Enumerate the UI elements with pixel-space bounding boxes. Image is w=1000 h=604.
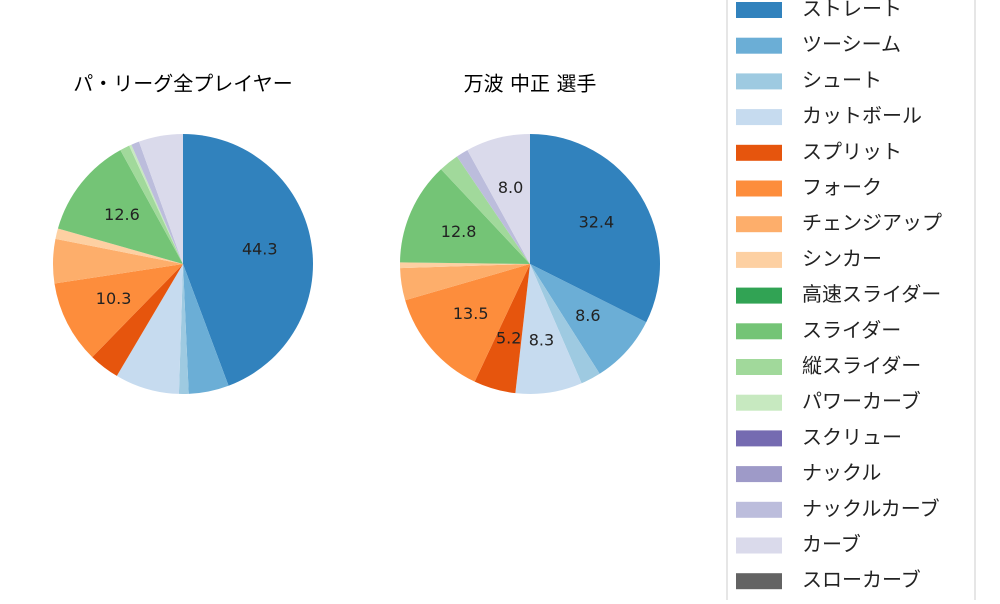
legend-label: シンカー [802,246,882,270]
legend-swatch [736,359,782,375]
pie-slice [54,264,183,358]
pie-slice [530,264,647,374]
legend-label: ストレート [802,0,902,21]
pie-slice [530,134,660,323]
legend-swatch [736,144,782,161]
pie-slice [178,264,189,394]
value-label: 13.5 [453,304,489,323]
value-label: 8.6 [575,306,600,325]
legend-label: フォーク [802,175,882,199]
legend-swatch [736,466,782,483]
legend-label: ツーシーム [802,32,901,56]
pie-slice [467,134,530,264]
legend-swatch [736,537,782,554]
value-label: 8.3 [529,331,554,350]
pie-slice [400,264,530,301]
pie-slice [57,150,183,264]
pie-slice [515,264,582,394]
value-label: 44.3 [242,240,278,259]
pie-slice [55,228,183,264]
legend-swatch [736,394,782,411]
pie-slice [441,156,530,264]
legend-label: シュート [802,68,882,92]
pie-slice [53,238,184,284]
legend-label: チェンジアップ [802,211,942,235]
legend-swatch [736,37,782,54]
legend-label: スライダー [802,318,901,342]
legend-label: スプリット [802,139,902,163]
value-label: 8.0 [498,178,523,197]
pie-slice [405,264,530,382]
legend-swatch [736,501,782,518]
legend-box [726,0,976,604]
pie-slice [183,264,229,394]
pie-slice [456,150,530,264]
pie-slice [474,264,530,394]
value-label: 32.4 [579,213,615,232]
value-label: 12.6 [104,205,140,224]
pie-slice [400,262,530,269]
pie-slice [129,144,183,264]
legend-swatch [736,109,782,126]
legend-label: カーブ [802,532,861,556]
legend-label: ナックル [802,461,881,485]
value-label: 5.2 [496,329,521,348]
legend-label: パワーカーブ [802,389,921,413]
legend-label: スクリュー [802,425,902,449]
value-label: 10.3 [96,289,132,308]
legend-swatch [736,287,782,304]
chart-title: パ・リーグ全プレイヤー [73,72,292,96]
legend-swatch [736,216,782,233]
legend-swatch [736,251,782,268]
pie-slice [530,264,600,384]
pie-slice [183,134,314,386]
legend-swatch [736,430,782,447]
pie-slice [400,169,530,264]
legend-swatch [736,323,782,340]
pie-slice [92,264,183,376]
legend-swatch [736,2,782,18]
legend-label: 高速スライダー [802,282,941,306]
pie-slice [138,134,183,264]
pie-slice [131,141,183,264]
chart-title: 万波 中正 選手 [464,72,597,96]
legend-label: スローカーブ [802,568,921,592]
pie-slice [120,145,183,264]
legend-label: ナックルカーブ [802,496,940,520]
legend-swatch [736,180,782,197]
value-label: 12.8 [441,222,477,241]
legend-label: 縦スライダー [802,354,921,378]
legend-swatch [736,73,782,90]
pie-slice [116,264,183,394]
legend-swatch [736,573,782,590]
legend-label: カットボール [802,104,922,128]
